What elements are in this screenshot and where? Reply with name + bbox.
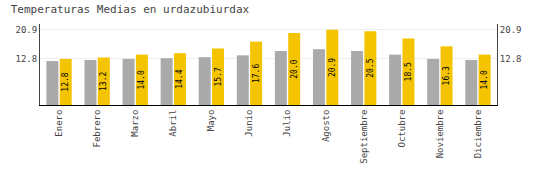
svg-text:Septiembre: Septiembre	[359, 110, 369, 164]
svg-text:13.2: 13.2	[99, 72, 108, 91]
svg-text:15.7: 15.7	[214, 67, 223, 86]
svg-text:Mayo: Mayo	[206, 110, 216, 132]
svg-text:20.9: 20.9	[16, 25, 38, 35]
svg-text:17.6: 17.6	[252, 64, 261, 83]
svg-text:Noviembre: Noviembre	[435, 110, 445, 159]
svg-text:Junio: Junio	[244, 110, 254, 137]
svg-text:14.0: 14.0	[480, 70, 489, 89]
svg-text:Agosto: Agosto	[321, 110, 331, 143]
svg-text:16.3: 16.3	[442, 66, 451, 85]
svg-text:14.4: 14.4	[175, 69, 184, 88]
svg-text:Diciembre: Diciembre	[473, 110, 483, 159]
svg-text:Octubre: Octubre	[397, 110, 407, 148]
svg-text:14.0: 14.0	[137, 70, 146, 89]
svg-text:18.5: 18.5	[404, 62, 413, 81]
svg-text:12.8: 12.8	[500, 54, 522, 64]
svg-text:20.9: 20.9	[328, 58, 337, 77]
svg-text:Abril: Abril	[168, 110, 178, 137]
svg-text:Julio: Julio	[282, 110, 292, 137]
svg-text:Enero: Enero	[54, 110, 64, 137]
svg-text:Marzo: Marzo	[130, 110, 140, 137]
svg-text:20.9: 20.9	[500, 25, 522, 35]
svg-text:Febrero: Febrero	[92, 110, 102, 148]
svg-text:20.0: 20.0	[290, 59, 299, 78]
svg-text:12.8: 12.8	[16, 54, 38, 64]
svg-text:Temperaturas Medias en urdazub: Temperaturas Medias en urdazubiurdax	[11, 3, 250, 16]
svg-text:12.8: 12.8	[61, 72, 70, 91]
svg-text:20.5: 20.5	[366, 58, 375, 77]
